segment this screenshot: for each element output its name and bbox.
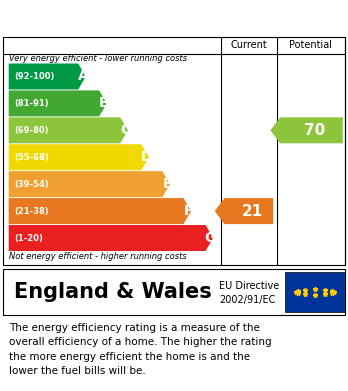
Polygon shape (9, 90, 107, 117)
Polygon shape (9, 198, 191, 224)
Text: Very energy efficient - lower running costs: Very energy efficient - lower running co… (9, 54, 187, 63)
Polygon shape (9, 144, 149, 170)
Text: 70: 70 (304, 123, 326, 138)
Polygon shape (9, 171, 170, 197)
Polygon shape (9, 225, 213, 251)
Polygon shape (270, 117, 343, 143)
Text: Potential: Potential (289, 40, 332, 50)
Text: C: C (120, 123, 130, 137)
Polygon shape (215, 198, 273, 224)
Text: (1-20): (1-20) (14, 233, 43, 242)
Text: E: E (163, 177, 172, 191)
Text: Energy Efficiency Rating: Energy Efficiency Rating (10, 10, 239, 28)
Text: D: D (141, 150, 152, 164)
Text: F: F (184, 204, 193, 218)
Bar (285, 272, 345, 312)
Text: (39-54): (39-54) (14, 180, 48, 189)
Text: EU Directive: EU Directive (219, 281, 279, 291)
Polygon shape (9, 117, 128, 143)
Text: B: B (99, 97, 109, 110)
Text: (81-91): (81-91) (14, 99, 48, 108)
Text: (92-100): (92-100) (14, 72, 54, 81)
Text: 2002/91/EC: 2002/91/EC (219, 294, 276, 305)
Text: Current: Current (230, 40, 267, 50)
Text: G: G (205, 231, 216, 245)
Text: A: A (78, 70, 88, 84)
Text: (55-68): (55-68) (14, 153, 49, 162)
Text: England & Wales: England & Wales (14, 282, 212, 302)
Text: The energy efficiency rating is a measure of the
overall efficiency of a home. T: The energy efficiency rating is a measur… (9, 323, 271, 376)
Text: Not energy efficient - higher running costs: Not energy efficient - higher running co… (9, 252, 187, 261)
Text: 21: 21 (242, 204, 263, 219)
Text: (69-80): (69-80) (14, 126, 48, 135)
Polygon shape (9, 63, 86, 90)
Text: (21-38): (21-38) (14, 206, 48, 215)
